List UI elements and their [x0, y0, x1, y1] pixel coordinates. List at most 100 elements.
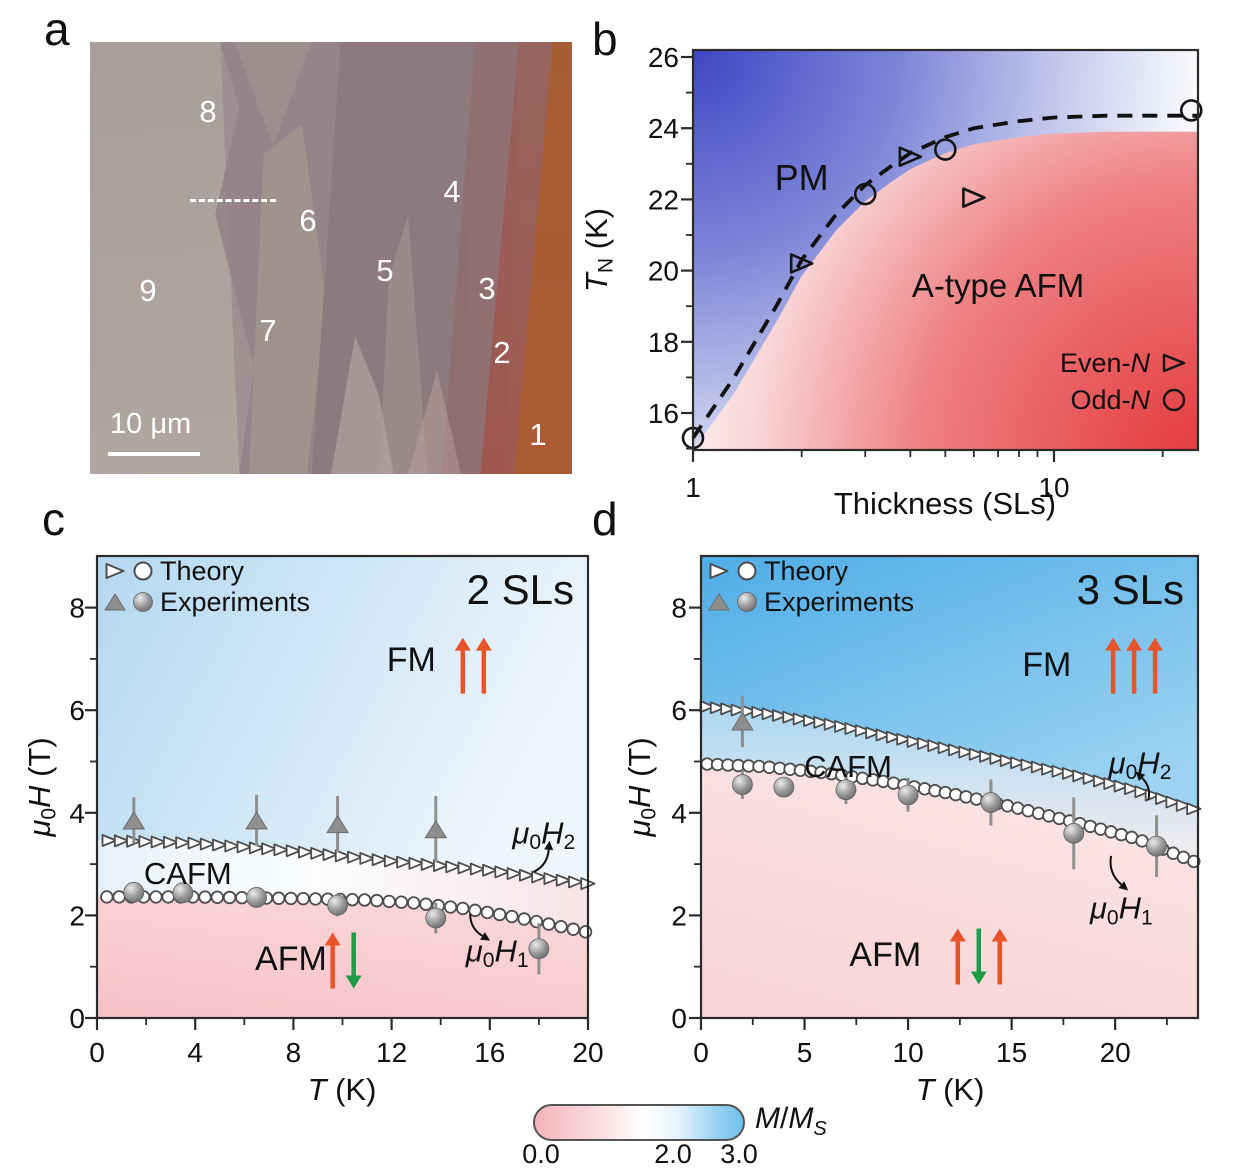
region-number-7: 7 — [259, 313, 277, 348]
svg-text:0: 0 — [693, 1037, 709, 1068]
region-number-2: 2 — [493, 335, 511, 370]
svg-text:10: 10 — [893, 1037, 924, 1068]
afm-region — [97, 896, 588, 1018]
svg-text:8: 8 — [286, 1037, 302, 1068]
svg-text:0: 0 — [671, 1003, 687, 1034]
panel-b-axes: 1 10 16 18 20 22 24 26 Thickness (SLs) TN​ (K) — [579, 42, 1200, 521]
panel-b-chart: PM A-type AFM — [681, 50, 1203, 450]
svg-text:Even-N: Even-N — [1060, 348, 1151, 378]
svg-text:Odd-N: Odd-N — [1070, 385, 1150, 415]
panel-d-chart: FM CAFM AFM μ0​H2​ μ0​H1​ — [699, 556, 1202, 1018]
svg-text:μ0​H2​: μ0​H2​ — [511, 815, 575, 854]
region-label: AFM — [255, 940, 327, 978]
experiment-h2-points — [122, 794, 448, 863]
experiment-h1-points — [123, 881, 550, 975]
svg-text:2: 2 — [671, 900, 687, 931]
svg-text:20: 20 — [572, 1037, 603, 1068]
colorbar-title: M/MS — [755, 1102, 827, 1140]
svg-text:24: 24 — [648, 113, 679, 144]
panel-b-legend: Even-N Odd-N — [1060, 348, 1186, 415]
region-label: CAFM — [804, 749, 892, 784]
panel-d-axes: 0 5 10 15 20 0 2 4 6 8 T (K) μ0​H (T) — [622, 554, 1200, 1107]
svg-text:4: 4 — [187, 1037, 203, 1068]
svg-text:Experiments: Experiments — [764, 587, 914, 617]
theory-h2-markers — [101, 834, 596, 890]
cafm-region — [701, 706, 1198, 864]
svg-text:μ0​H2​: μ0​H2​ — [1108, 746, 1172, 785]
svg-text:8: 8 — [671, 593, 687, 624]
fm-region — [97, 556, 588, 884]
spin-arrows — [1105, 637, 1164, 694]
svg-text:μ0​H (T): μ0​H (T) — [622, 737, 661, 837]
region-label: FM — [1022, 646, 1071, 684]
colorbar-tick: 0.0 — [522, 1139, 560, 1169]
colorbar-tick: 2.0 — [654, 1139, 692, 1169]
panel-label-a: a — [44, 3, 70, 55]
colorbar-gradient — [533, 1104, 745, 1141]
svg-text:0: 0 — [69, 1003, 85, 1034]
region-number-9: 9 — [139, 273, 157, 308]
svg-text:20: 20 — [648, 256, 679, 287]
region-label: CAFM — [144, 856, 232, 891]
dashed-cut-line — [190, 199, 276, 202]
svg-text:26: 26 — [648, 42, 679, 73]
region-label: PM — [775, 157, 829, 198]
svg-text:6: 6 — [671, 695, 687, 726]
svg-text:1: 1 — [685, 472, 701, 503]
svg-text:T (K): T (K) — [916, 1072, 985, 1107]
svg-text:μ0​H (T): μ0​H (T) — [22, 737, 61, 837]
spin-arrows — [949, 928, 1008, 985]
svg-text:μ0​H1​: μ0​H1​ — [1089, 891, 1153, 930]
svg-text:Experiments: Experiments — [160, 587, 310, 617]
svg-text:18: 18 — [648, 327, 679, 358]
region-number-8: 8 — [199, 94, 217, 129]
svg-text:10: 10 — [1038, 472, 1069, 503]
colorbar-tick: 3.0 — [720, 1139, 758, 1169]
svg-text:12: 12 — [376, 1037, 407, 1068]
cafm-region — [97, 840, 588, 933]
svg-text:2: 2 — [69, 900, 85, 931]
svg-text:16: 16 — [474, 1037, 505, 1068]
svg-text:4: 4 — [69, 798, 85, 829]
svg-text:15: 15 — [996, 1037, 1027, 1068]
panel-label-b: b — [592, 13, 618, 65]
panel-d-title: 3 SLs — [1077, 566, 1184, 613]
fm-region — [701, 556, 1198, 811]
svg-text:16: 16 — [648, 398, 679, 429]
svg-text:μ0​H1​: μ0​H1​ — [465, 933, 529, 972]
svg-text:T (K): T (K) — [308, 1072, 377, 1107]
a-type-afm-region — [693, 131, 1198, 450]
region-label: A-type AFM — [912, 267, 1084, 304]
region-number-4: 4 — [443, 174, 461, 209]
svg-text:Theory: Theory — [160, 556, 245, 586]
spin-arrows — [454, 637, 492, 694]
region-number-6: 6 — [299, 203, 317, 238]
svg-text:8: 8 — [69, 593, 85, 624]
panel-label-d: d — [592, 493, 618, 545]
region-number-5: 5 — [376, 253, 394, 288]
svg-text:4: 4 — [671, 798, 687, 829]
svg-text:22: 22 — [648, 184, 679, 215]
experiment-h1-points — [732, 770, 1167, 877]
panel-c-title: 2 SLs — [467, 566, 574, 613]
region-number-3: 3 — [478, 271, 496, 306]
svg-text:0: 0 — [89, 1037, 105, 1068]
phase-boundary-dashed-line — [691, 113, 1198, 439]
panel-a-micrograph: 8 4 6 9 5 3 7 2 1 10 μm — [90, 42, 572, 474]
svg-text:6: 6 — [69, 695, 85, 726]
svg-text:5: 5 — [797, 1037, 813, 1068]
scalebar — [108, 452, 200, 456]
svg-text:20: 20 — [1100, 1037, 1131, 1068]
region-label: AFM — [849, 936, 921, 974]
spin-arrows — [324, 932, 362, 989]
theory-h2-markers — [699, 700, 1202, 816]
svg-text:TN​ (K): TN​ (K) — [579, 208, 618, 292]
panel-c-chart: FM CAFM AFM μ0​H2​ μ0​H1​ — [97, 556, 596, 1018]
experiment-h2-points — [731, 695, 754, 748]
region-number-1: 1 — [529, 417, 547, 452]
